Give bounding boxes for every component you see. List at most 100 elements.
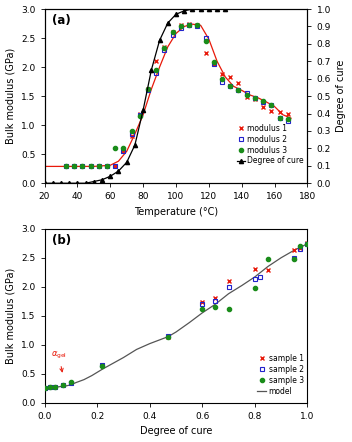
modulus 1 <box>195 22 200 27</box>
modulus 1 <box>130 133 134 138</box>
Degree of cure <box>51 181 55 186</box>
Line: modulus 1: modulus 1 <box>63 21 290 169</box>
modulus 1 <box>113 163 117 168</box>
Line: Degree of cure: Degree of cure <box>43 7 227 185</box>
sample 2 <box>226 284 231 290</box>
modulus 3 <box>228 84 232 89</box>
model <box>292 248 296 253</box>
sample 1 <box>306 240 310 246</box>
Degree of cure <box>157 38 162 43</box>
modulus 2 <box>113 163 117 168</box>
modulus 2 <box>220 79 224 84</box>
model <box>48 385 52 390</box>
sample 1 <box>48 385 52 390</box>
modulus 2 <box>154 70 158 76</box>
Degree of cure <box>67 181 71 186</box>
Degree of cure <box>83 181 88 186</box>
modulus 3 <box>138 114 142 119</box>
modulus 3 <box>187 22 191 27</box>
model <box>174 329 178 335</box>
sample 3 <box>61 383 65 388</box>
modulus 3 <box>97 164 101 169</box>
modulus 3 <box>261 98 265 103</box>
Degree of cure <box>223 6 227 11</box>
sample 3 <box>306 242 310 247</box>
modulus 2 <box>130 131 134 137</box>
sample 2 <box>53 384 57 389</box>
sample 2 <box>166 333 170 339</box>
modulus 3 <box>171 30 175 35</box>
modulus 1 <box>261 104 265 109</box>
sample 3 <box>200 306 205 312</box>
model <box>69 382 73 388</box>
sample 3 <box>100 363 105 368</box>
modulus 3 <box>253 95 257 100</box>
modulus 2 <box>97 164 101 169</box>
modulus 2 <box>105 163 109 168</box>
sample 2 <box>258 274 262 279</box>
sample 3 <box>213 305 218 310</box>
sample 3 <box>166 334 170 339</box>
sample 3 <box>42 385 46 390</box>
sample 2 <box>297 246 302 251</box>
sample 3 <box>297 244 302 249</box>
modulus 1 <box>105 163 109 168</box>
modulus 2 <box>261 99 265 105</box>
model <box>240 283 244 288</box>
Line: sample 1: sample 1 <box>42 241 310 390</box>
Text: (b): (b) <box>52 234 71 247</box>
X-axis label: Degree of cure: Degree of cure <box>140 427 212 436</box>
Y-axis label: Bulk modulus (GPa): Bulk modulus (GPa) <box>6 48 15 144</box>
Line: sample 2: sample 2 <box>43 242 309 390</box>
modulus 2 <box>195 24 200 29</box>
sample 1 <box>100 362 105 367</box>
Legend: modulus 1, modulus 2, modulus 3, Degree of cure: modulus 1, modulus 2, modulus 3, Degree … <box>237 124 304 165</box>
sample 1 <box>200 300 205 305</box>
modulus 3 <box>236 88 240 93</box>
model <box>90 373 94 378</box>
Degree of cure <box>92 179 96 184</box>
model <box>306 241 310 247</box>
sample 3 <box>48 385 52 390</box>
model <box>147 341 152 346</box>
modulus 2 <box>228 83 232 88</box>
Line: modulus 2: modulus 2 <box>64 23 290 168</box>
modulus 3 <box>80 164 84 169</box>
modulus 1 <box>212 61 216 66</box>
modulus 2 <box>162 47 166 52</box>
model <box>253 274 257 279</box>
sample 1 <box>266 268 270 273</box>
modulus 1 <box>72 164 76 169</box>
sample 2 <box>69 380 73 385</box>
modulus 3 <box>88 164 93 169</box>
model <box>226 291 231 296</box>
modulus 1 <box>171 30 175 35</box>
Degree of cure <box>133 142 137 148</box>
modulus 3 <box>64 164 68 169</box>
model <box>134 347 139 352</box>
modulus 1 <box>187 21 191 26</box>
Line: modulus 3: modulus 3 <box>64 23 290 168</box>
Text: $\alpha_\mathrm{gel}$: $\alpha_\mathrm{gel}$ <box>51 350 67 372</box>
Degree of cure <box>141 107 145 113</box>
modulus 2 <box>245 91 249 96</box>
Line: sample 3: sample 3 <box>43 242 309 390</box>
Degree of cure <box>207 6 211 11</box>
sample 2 <box>61 383 65 388</box>
modulus 1 <box>245 95 249 100</box>
modulus 2 <box>146 88 150 93</box>
Line: model: model <box>44 244 308 388</box>
modulus 1 <box>121 149 126 154</box>
sample 1 <box>166 335 170 340</box>
sample 1 <box>69 380 73 385</box>
model <box>42 385 46 390</box>
model <box>266 264 270 269</box>
model <box>63 383 68 389</box>
Text: (a): (a) <box>52 14 71 27</box>
sample 1 <box>61 383 65 388</box>
sample 1 <box>226 278 231 284</box>
sample 3 <box>266 256 270 262</box>
modulus 3 <box>146 87 150 92</box>
modulus 2 <box>64 164 68 169</box>
Degree of cure <box>117 168 121 174</box>
